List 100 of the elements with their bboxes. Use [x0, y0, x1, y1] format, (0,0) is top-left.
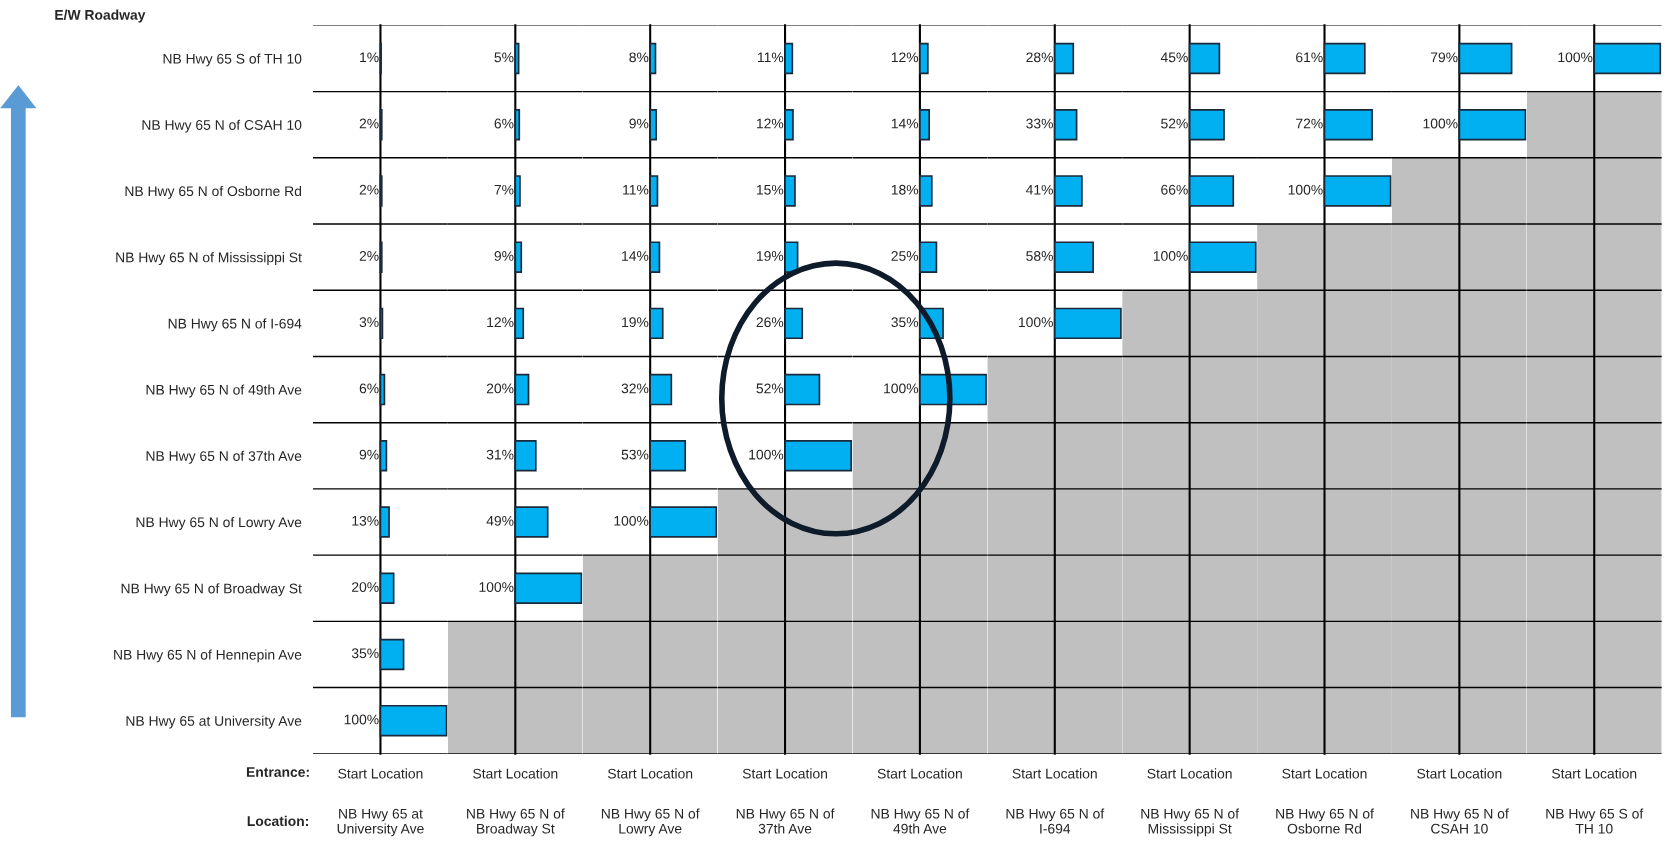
data-label: 19%	[622, 317, 649, 328]
bar	[1053, 108, 1078, 141]
bar	[919, 175, 933, 207]
data-label: 14%	[891, 118, 919, 129]
x-axis-title: Start Location	[1147, 768, 1232, 779]
data-label: 5%	[494, 52, 514, 63]
data-label: 12%	[891, 52, 919, 63]
y-tick-label: NB Hwy 65 at University Ave	[126, 715, 302, 729]
data-label: 12%	[756, 118, 784, 129]
text: NB Hwy 65 N of Lowry Ave	[601, 808, 700, 837]
data-label: 11%	[758, 52, 784, 63]
data-label: 33%	[1026, 118, 1053, 129]
data-label: 9%	[629, 118, 649, 129]
bar	[649, 241, 661, 273]
text: NB Hwy 65 N of 49th Ave	[871, 808, 970, 834]
data-label: 100%	[1423, 118, 1458, 129]
data-label: 1%	[360, 52, 379, 63]
data-label: 58%	[1026, 251, 1053, 261]
data-label: 9%	[494, 251, 514, 261]
y-tick-label: NB Hwy 65 N of Mississippi St	[116, 252, 302, 266]
text: NB Hwy 65 N of I-694	[1006, 808, 1105, 834]
y-tick-label: NB Hwy 65 N of Osborne Rd	[125, 185, 302, 199]
data-label: 100%	[1153, 251, 1188, 261]
bar	[514, 572, 583, 604]
bar	[1188, 175, 1235, 207]
bar	[514, 175, 521, 207]
data-label: 100%	[1018, 317, 1053, 328]
text: NB Hwy 65 N of CSAH 10	[1411, 808, 1509, 834]
data-label: 3%	[359, 317, 379, 328]
data-label: 7%	[494, 184, 514, 195]
data-label: 25%	[891, 251, 919, 261]
y-tick-label: NB Hwy 65 N of Broadway St	[121, 583, 302, 597]
bar	[514, 373, 530, 406]
bar	[649, 506, 718, 538]
data-label: 8%	[629, 52, 649, 63]
x-axis-title: Start Location	[877, 768, 962, 779]
x-axis-title: Start Location	[338, 768, 423, 779]
data-label: 35%	[351, 648, 379, 659]
data-label: 79%	[1430, 52, 1458, 63]
data-label: 6%	[494, 118, 514, 129]
text: NB Hwy 65 N of 37th Ave	[736, 808, 835, 834]
text: Location:	[247, 815, 308, 827]
data-label: 66%	[1161, 184, 1188, 195]
bar	[1053, 241, 1094, 273]
x-axis-title: Start Location	[1012, 768, 1097, 779]
bar	[514, 506, 549, 538]
bar	[514, 108, 521, 141]
bar	[514, 307, 525, 340]
y-tick-label: NB Hwy 65 N of 37th Ave	[146, 450, 302, 464]
bar	[1188, 241, 1257, 273]
bar	[1188, 42, 1221, 75]
bar	[514, 241, 523, 273]
data-label: 100%	[479, 582, 514, 592]
text: NB Hwy 65 N of Osborne Rd	[1276, 808, 1374, 834]
y-tick-label: NB Hwy 65 N of I-694	[168, 318, 302, 332]
bar	[514, 440, 537, 472]
y-tick-label: NB Hwy 65 N of Lowry Ave	[136, 517, 302, 530]
x-axis-title: Start Location	[1282, 768, 1367, 779]
bar	[649, 440, 687, 472]
x-axis-title: Start Location	[1417, 768, 1502, 779]
data-label: 13%	[352, 515, 379, 526]
data-label: 19%	[756, 251, 784, 261]
bar	[919, 373, 987, 406]
bar	[919, 241, 938, 273]
data-label: 100%	[884, 383, 919, 394]
data-label: 20%	[352, 582, 379, 592]
data-label: 31%	[486, 449, 514, 460]
x-axis-title: Start Location	[742, 768, 827, 779]
x-axis-title: Start Location	[473, 768, 558, 779]
text: NB Hwy 65 S of TH 10	[1546, 808, 1644, 834]
text: NB Hwy 65 N of Mississippi St	[1141, 808, 1240, 837]
bar	[649, 307, 664, 340]
data-label: 61%	[1296, 52, 1323, 63]
bar	[1188, 108, 1225, 141]
y-tick-label: NB Hwy 65 N of 49th Ave	[146, 384, 302, 398]
data-label: 6%	[359, 383, 379, 394]
data-label: 20%	[486, 383, 514, 394]
bar	[379, 704, 448, 737]
data-label: 28%	[1026, 52, 1053, 63]
data-label: 26%	[756, 317, 784, 328]
text: NB Hwy 65 N of Broadway St	[467, 808, 565, 837]
y-tick-label: NB Hwy 65 S of TH 10	[163, 53, 302, 67]
bar	[379, 506, 390, 538]
bar	[379, 572, 395, 604]
bar	[784, 108, 794, 141]
bar	[784, 42, 794, 75]
data-label: 100%	[1558, 52, 1593, 63]
data-label: 12%	[487, 317, 514, 328]
bar	[649, 175, 659, 207]
data-label: 72%	[1296, 118, 1323, 129]
bar	[1053, 175, 1083, 207]
bar	[919, 108, 931, 141]
data-label: 14%	[622, 251, 649, 261]
bar	[1053, 307, 1122, 340]
data-label: 100%	[1288, 184, 1323, 195]
bar	[784, 175, 796, 207]
bar	[649, 42, 657, 75]
y-tick-label: NB Hwy 65 N of Hennepin Ave	[114, 649, 302, 663]
bar	[649, 373, 673, 406]
bar	[784, 307, 804, 340]
